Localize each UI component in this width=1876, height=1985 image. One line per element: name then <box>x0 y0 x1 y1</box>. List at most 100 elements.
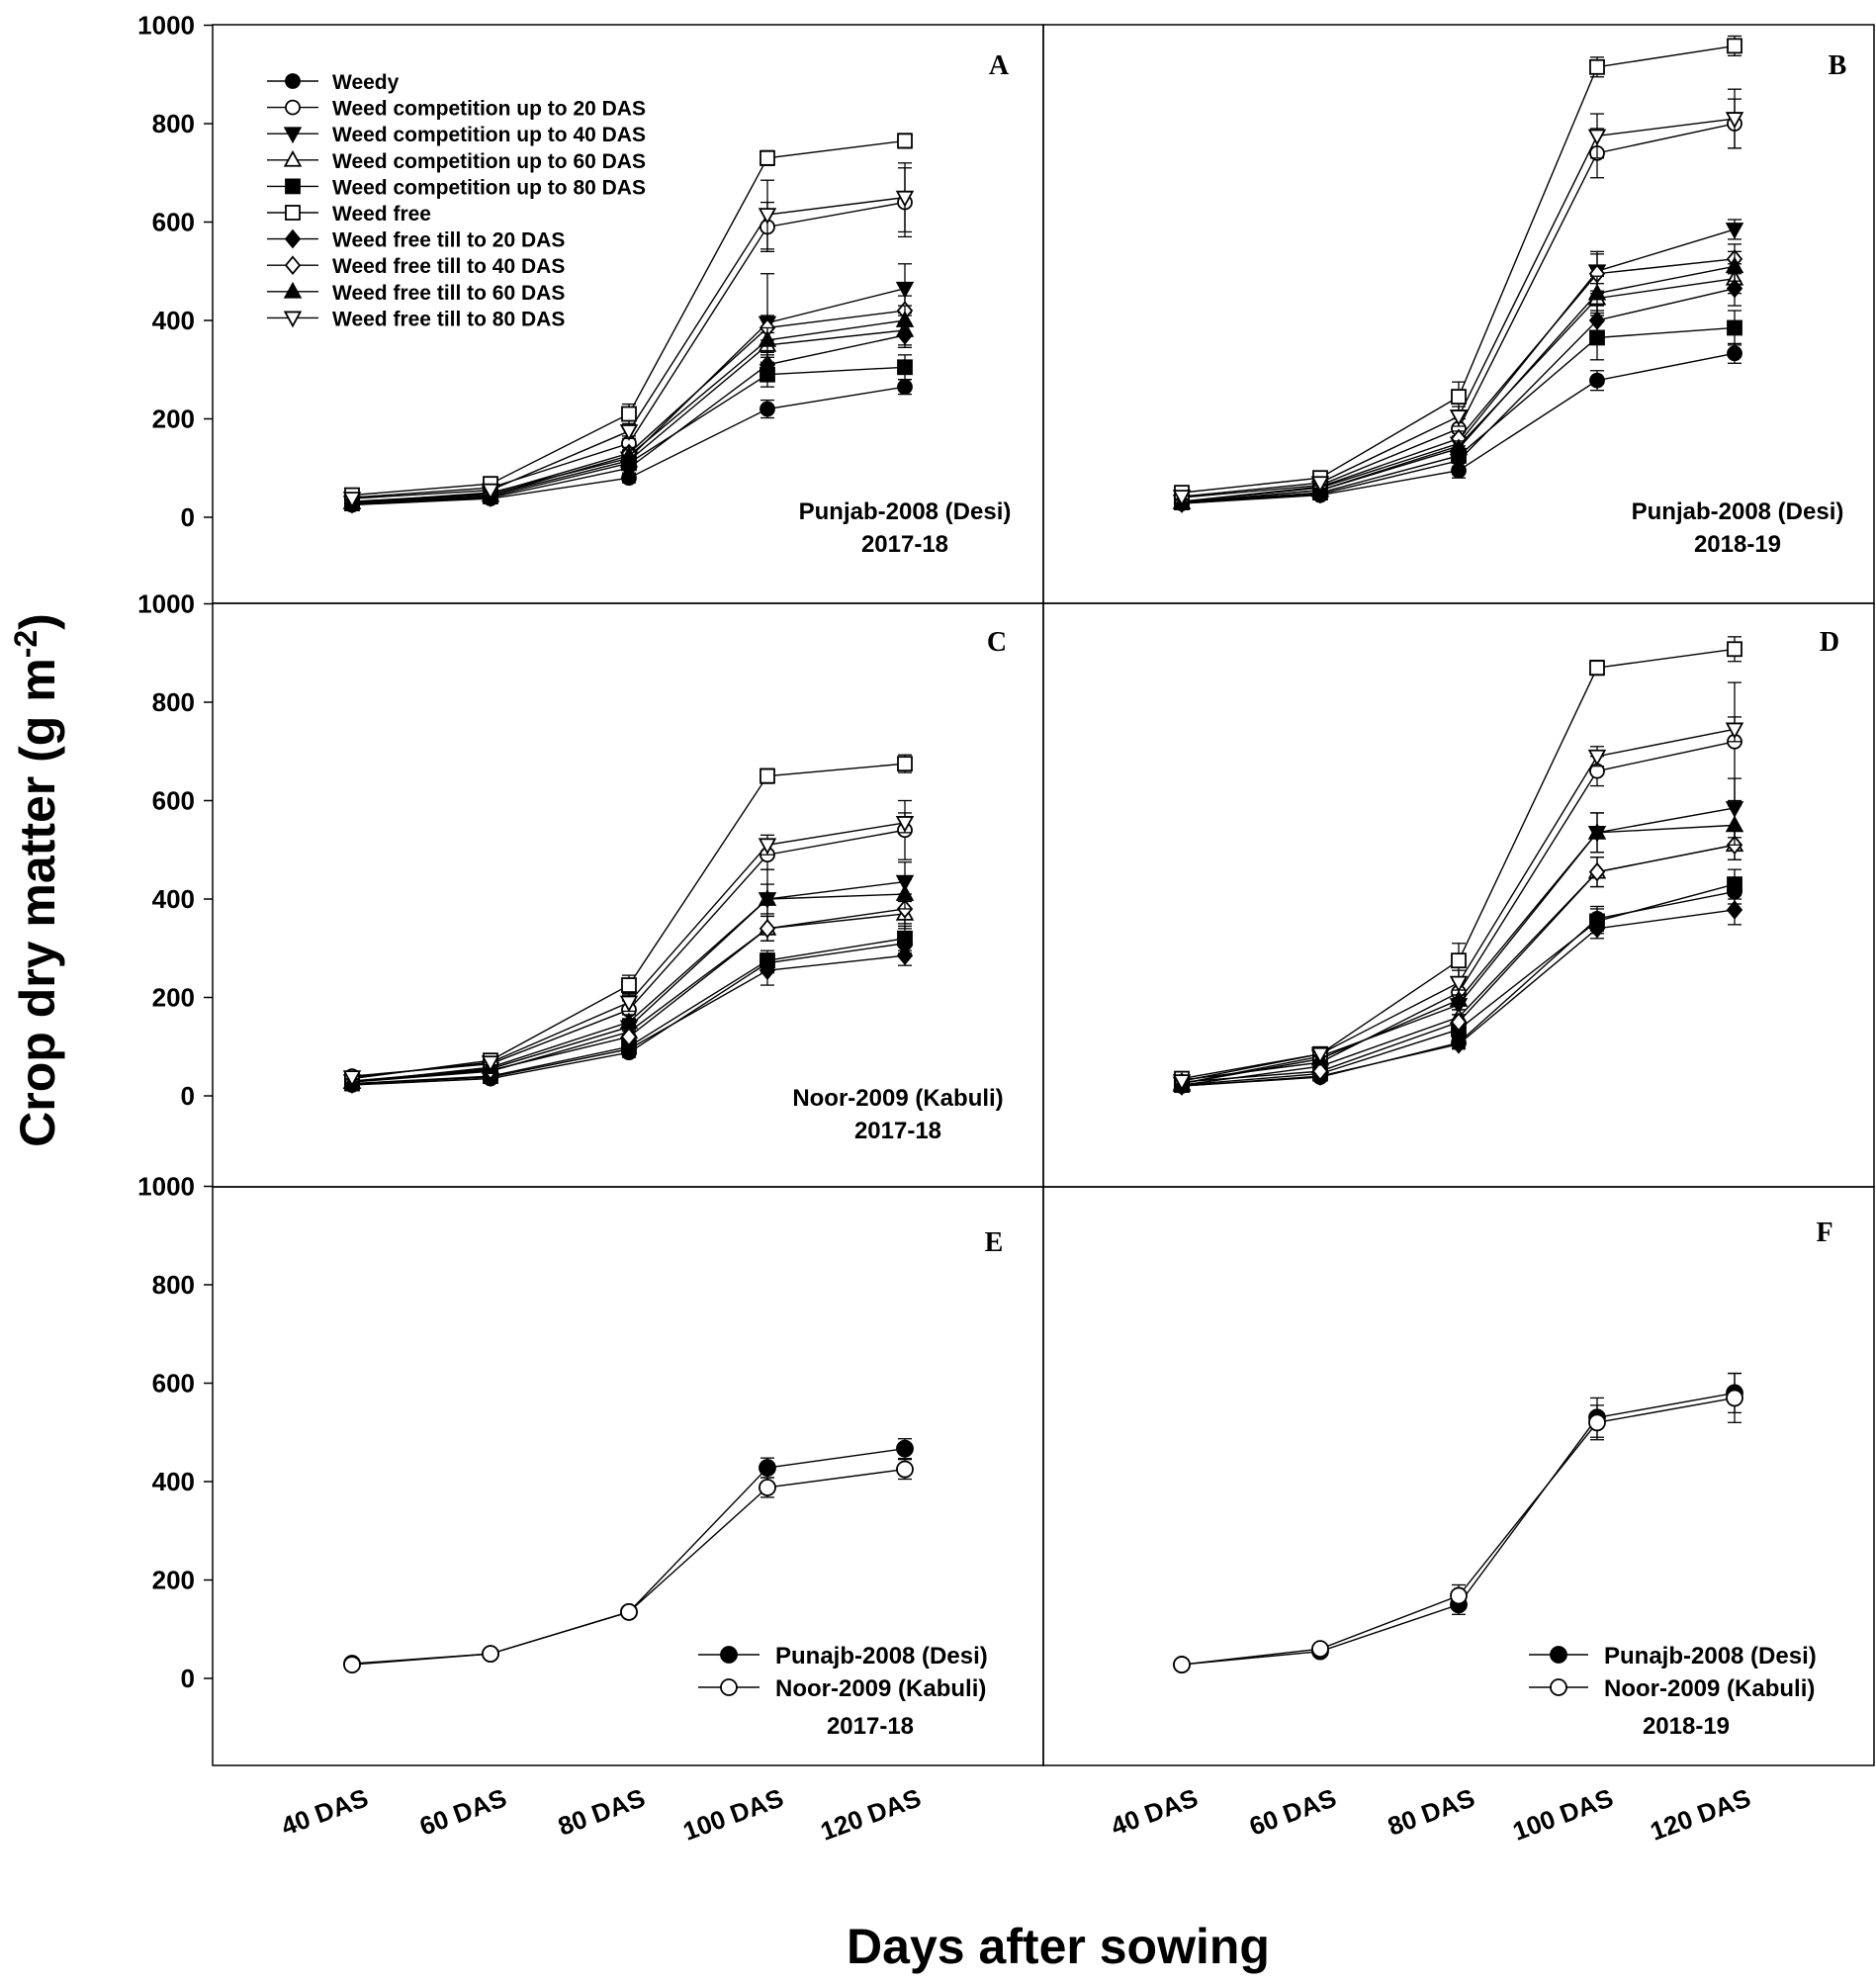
data-point <box>620 1027 638 1047</box>
panel-annotation: Punjab-2008 (Desi) <box>1632 498 1844 525</box>
data-point <box>895 190 915 208</box>
panel-annotation: 2017-18 <box>861 531 948 558</box>
data-point <box>1450 1586 1468 1605</box>
series-9 <box>1172 716 1744 1091</box>
y-tick-label: 400 <box>152 1467 195 1496</box>
data-point <box>1589 372 1605 389</box>
data-point <box>481 483 500 500</box>
data-point <box>1725 256 1744 274</box>
data-point <box>1587 283 1607 301</box>
data-point <box>620 1038 638 1059</box>
data-point <box>1450 450 1468 471</box>
panel-c: C 0 200 400 600 800 1000 Noor-2009 (Kabuli) 2017… <box>137 589 1044 1188</box>
data-point <box>759 401 775 417</box>
data-point <box>1725 815 1744 833</box>
panel-annotation: 2017-18 <box>854 1118 941 1144</box>
data-point <box>621 406 637 422</box>
data-point <box>1449 975 1469 993</box>
data-point <box>1725 722 1744 740</box>
data-point <box>1449 990 1469 1007</box>
legend-marker <box>1550 1678 1567 1696</box>
series-1 <box>343 1458 914 1673</box>
data-point <box>1725 223 1744 239</box>
data-point <box>1726 278 1743 299</box>
data-point <box>1311 1061 1329 1081</box>
data-point <box>1311 1640 1329 1659</box>
series-9 <box>342 162 915 509</box>
legend-marker <box>284 228 302 249</box>
panel-letter: F <box>1816 1218 1832 1248</box>
legend-entry: Noor-2009 (Kabuli) <box>775 1675 986 1702</box>
y-tick-label: 800 <box>152 687 195 717</box>
legend-entry: Weed free till to 40 DAS <box>332 255 565 278</box>
legend-entry: Weed free <box>332 203 431 226</box>
data-point <box>1587 822 1607 840</box>
data-point <box>619 1012 639 1030</box>
y-tick-label: 1000 <box>137 11 195 41</box>
data-point <box>1727 876 1742 892</box>
data-point <box>619 445 639 463</box>
data-point <box>759 354 776 375</box>
legend-marker <box>283 149 303 167</box>
y-tick-label: 0 <box>181 1081 195 1111</box>
data-point <box>896 1460 914 1479</box>
data-point <box>620 1602 638 1621</box>
data-point <box>759 919 776 939</box>
panel-annotation: 2017-18 <box>827 1713 914 1740</box>
data-point <box>1451 952 1467 969</box>
data-point <box>482 1645 499 1664</box>
y-axis-title: Crop dry matter (g m-2) <box>8 613 65 1147</box>
panel-letter: B <box>1829 50 1847 81</box>
legend-entry: Weed competition up to 80 DAS <box>332 176 646 199</box>
data-point <box>897 930 913 947</box>
panel-letter: A <box>989 50 1010 81</box>
data-point <box>1587 129 1607 146</box>
data-point <box>1727 319 1742 336</box>
data-point <box>758 208 777 225</box>
data-point <box>620 458 638 479</box>
panel-d: D <box>1042 602 1875 1188</box>
data-point <box>759 960 776 980</box>
legend-marker <box>285 205 301 221</box>
legend-marker <box>285 178 301 195</box>
data-point <box>1727 38 1742 54</box>
data-point <box>1726 1389 1743 1407</box>
panel-annotation: Noor-2009 (Kabuli) <box>792 1085 1003 1112</box>
y-tick-label: 600 <box>152 1369 195 1399</box>
data-point <box>619 424 639 441</box>
data-point <box>1588 861 1606 882</box>
y-tick-label: 0 <box>181 502 195 532</box>
y-tick-label: 800 <box>152 109 195 138</box>
x-axis-title: Days after sowing <box>847 1919 1270 1974</box>
legend-marker <box>720 1678 738 1696</box>
data-point <box>895 281 915 299</box>
data-point <box>621 977 637 993</box>
legend-entry: Noor-2009 (Kabuli) <box>1604 1675 1815 1702</box>
y-tick-label: 800 <box>152 1270 195 1300</box>
data-point <box>1727 345 1742 362</box>
legend-marker <box>720 1646 738 1664</box>
data-point <box>896 946 914 966</box>
legend-entry: Punajb-2008 (Desi) <box>775 1643 988 1669</box>
legend-entry: Weed free till to 80 DAS <box>332 308 565 330</box>
panel-annotation: 2018-19 <box>1643 1713 1730 1740</box>
data-point <box>759 767 775 784</box>
data-point <box>759 1479 776 1496</box>
legend-marker <box>285 73 301 89</box>
data-point <box>1588 919 1606 939</box>
data-point <box>759 149 775 166</box>
data-point <box>1310 476 1330 494</box>
data-point <box>895 816 915 833</box>
panel-frame <box>1042 1186 1875 1766</box>
data-point <box>896 1439 914 1458</box>
data-point <box>1727 641 1742 658</box>
y-tick-label: 1000 <box>137 589 195 619</box>
data-point <box>1725 112 1744 129</box>
legend-entry: Weed free till to 20 DAS <box>332 229 565 252</box>
data-point <box>1726 900 1743 920</box>
panel-a: A 0 200 400 600 800 1000 Punjab-2008 (Desi) 2017… <box>137 11 1044 604</box>
data-point <box>895 884 915 901</box>
legend-entry: Weed competition up to 20 DAS <box>332 98 646 121</box>
legend-marker <box>284 255 302 276</box>
y-tick-label: 600 <box>152 208 195 237</box>
